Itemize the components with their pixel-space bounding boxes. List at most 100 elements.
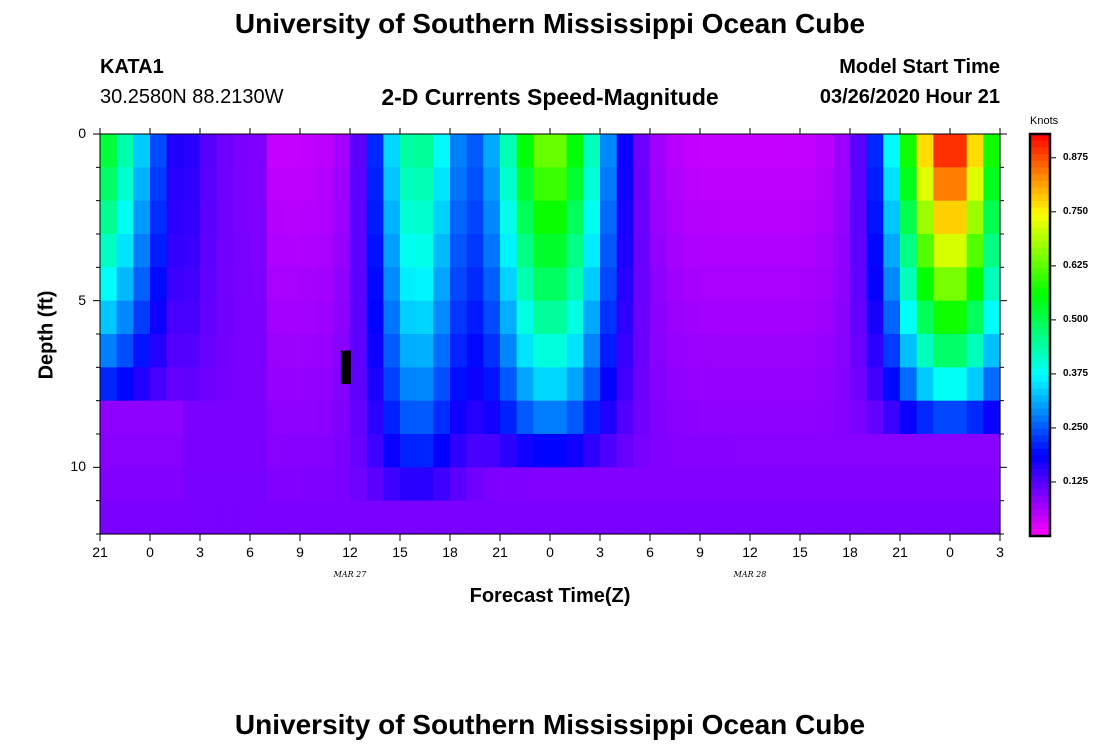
heatmap-cell [850,500,868,535]
chart-title-top: University of Southern Mississippi Ocean… [234,8,866,39]
heatmap-cell [533,134,551,168]
heatmap-cell [350,267,368,302]
heatmap-cell [933,400,951,435]
heatmap-cell [733,367,751,402]
heatmap-cell [716,267,734,302]
heatmap-cell [616,434,634,468]
heatmap-cell [816,134,834,168]
heatmap-cell [483,200,501,235]
heatmap-cell [100,134,118,168]
heatmap-cell [366,167,384,202]
heatmap-cell [433,200,451,235]
heatmap-cell [650,300,668,335]
heatmap-cell [816,334,834,368]
colorbar-segment [1030,201,1050,209]
colorbar-segment [1030,381,1050,390]
heatmap-cell [116,334,134,368]
heatmap-cell [166,334,184,368]
heatmap-cell [933,167,951,202]
heatmap-cell [333,300,351,335]
heatmap-cell [316,234,334,268]
heatmap-cell [650,467,668,502]
heatmap-cell [833,134,851,168]
heatmap-cell [683,200,701,235]
x-tick-label: 21 [92,544,108,560]
heatmap-cell [816,267,834,302]
heatmap-cell [250,434,268,468]
heatmap-cell [233,334,251,368]
heatmap-cell [666,367,684,402]
x-tick-label: 21 [892,544,908,560]
heatmap-cell [983,267,1001,302]
heatmap-cell [566,300,584,335]
heatmap-cell [233,300,251,335]
marker-layer [340,350,351,384]
heatmap-cell [950,167,968,202]
model-start-label: Model Start Time [839,56,1000,78]
heatmap-cell [750,134,768,168]
heatmap-cell [733,500,751,535]
heatmap-cell [600,134,618,168]
heatmap-cell [750,434,768,468]
heatmap-cell [233,234,251,268]
heatmap-cell [300,234,318,268]
heatmap-cell [650,400,668,435]
heatmap-cell [816,500,834,535]
colorbar-segment [1030,180,1050,189]
heatmap-cell [816,467,834,502]
heatmap-cell [500,267,518,302]
heatmap-cell [383,200,401,235]
heatmap-cell [133,334,151,368]
heatmap-cell [533,367,551,402]
heatmap-cell [950,234,968,268]
heatmap-cell [183,300,201,335]
heatmap-cell [233,434,251,468]
colorbar-segment [1030,321,1050,329]
heatmap-cell [900,200,918,235]
heatmap-cell [450,300,468,335]
heatmap-cell [850,134,868,168]
heatmap-cell [833,500,851,535]
colorbar-segment [1030,388,1050,396]
heatmap-cell [750,200,768,235]
heatmap-cell [116,234,134,268]
heatmap-cell [850,267,868,302]
heatmap-cell [950,200,968,235]
heatmap-cell [466,400,484,435]
x-tick-label: 12 [742,544,758,560]
heatmap-cell [566,500,584,535]
heatmap-cell [516,200,534,235]
heatmap-cell [250,200,268,235]
heatmap-cell [550,134,568,168]
heatmap-cell [266,267,284,302]
heatmap-cell [883,400,901,435]
heatmap-cell [116,434,134,468]
heatmap-cell [916,500,934,535]
heatmap-cell [400,134,418,168]
heatmap-cell [466,134,484,168]
heatmap-cell [483,467,501,502]
heatmap-cell [100,467,118,502]
heatmap-cell [316,300,334,335]
heatmap-cell [550,400,568,435]
heatmap-cell [683,167,701,202]
heatmap-cell [666,200,684,235]
heatmap-cell [416,134,434,168]
heatmap-cell [616,367,634,402]
heatmap-cell [550,500,568,535]
heatmap-cell [316,334,334,368]
heatmap-cell [500,400,518,435]
heatmap-cell [633,467,651,502]
colorbar-segment [1030,475,1050,483]
heatmap-cell [783,234,801,268]
heatmap-cell [416,167,434,202]
heatmap-cell [183,434,201,468]
heatmap-cell [616,234,634,268]
heatmap-cell [116,367,134,402]
heatmap-cell [450,467,468,502]
heatmap-cell [100,167,118,202]
heatmap-cell [233,167,251,202]
heatmap-cell [783,200,801,235]
heatmap-cell [850,167,868,202]
heatmap-cell [550,300,568,335]
